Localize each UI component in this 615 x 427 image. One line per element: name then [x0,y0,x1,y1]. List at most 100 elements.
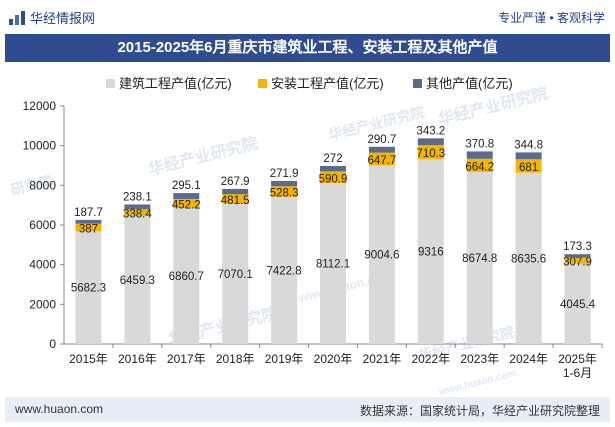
y-tick-label: 8000 [29,178,56,192]
data-label: 344.8 [514,139,543,151]
x-tick-label: 2017年 [167,352,206,366]
data-label: 271.9 [270,168,299,180]
legend-label: 安装工程产值(亿元) [271,76,384,91]
x-tick-label: 2022年 [411,352,450,366]
data-label: 295.1 [172,180,201,192]
bar-segment [173,198,200,208]
data-label: 187.7 [74,207,103,219]
x-tick-label: 2023年 [460,352,499,366]
x-tick-label: 2015年 [69,352,108,366]
top-bar: 华经情报网 专业严谨 • 客观科学 [0,0,615,34]
bar-segment [564,263,591,344]
data-label: 267.9 [221,176,250,188]
footer: www.huaon.com 数据来源：国家统计局，华经产业研究院整理 [5,397,610,422]
bar-segment [124,209,151,216]
bar-segment [271,196,298,344]
bar-segment [75,219,102,224]
y-tick-label: 0 [49,337,56,351]
tagline: 专业严谨 • 客观科学 [498,11,605,25]
data-label: 7070.1 [218,269,253,281]
legend-swatch [413,79,422,88]
bar-segment [222,188,249,195]
y-tick-label: 4000 [29,258,56,272]
x-tick-label: 2019年 [265,352,304,366]
bar-segment [515,159,542,173]
data-label: 9004.6 [364,250,399,262]
bar-segment [320,183,346,344]
bar-segment [515,172,542,344]
bar-segment [271,186,298,197]
y-tick-label: 10000 [23,139,57,153]
data-label: 5682.3 [71,283,106,295]
data-label: 7422.8 [266,265,301,277]
y-tick-label: 6000 [29,218,56,232]
data-label: 664.2 [465,161,494,173]
x-tick-label: 2025年 [558,352,597,366]
bar-segment [320,171,346,184]
data-label: 8674.8 [462,253,497,265]
data-label: 647.7 [368,155,397,167]
y-tick-label: 2000 [29,297,56,311]
data-label: 4045.4 [560,299,596,311]
bar-segment [173,207,200,344]
watermark: 华经产业研究院 [146,133,259,179]
data-label: 590.9 [319,173,348,185]
bar-segment [173,193,200,199]
x-tick-label: 1-6月 [563,366,592,380]
data-label: 528.3 [270,188,299,200]
data-label: 8635.6 [511,253,546,265]
bar-segment [222,194,249,204]
bar-segment [466,158,493,172]
legend-swatch [106,79,115,88]
bar-segment [124,215,151,344]
x-tick-label: 2018年 [216,352,255,366]
bar-segment [417,159,444,344]
data-label: 452.2 [172,199,201,211]
brand: 华经情报网 [8,8,95,27]
bar-segment [466,171,493,344]
bar-segment [271,180,298,187]
data-label: 290.7 [368,134,397,146]
bar-segment [564,257,591,264]
brand-logo-icon [9,10,25,25]
data-label: 6860.7 [169,271,204,283]
legend-swatch [258,79,267,88]
bar-segment [368,165,395,344]
bar-segment [466,151,493,159]
footer-source: 数据来源：国家统计局，华经产业研究院整理 [359,404,600,418]
chart-title: 2015-2025年6月重庆市建筑业工程、安装工程及其他产值 [5,34,610,62]
bar-segment [320,165,346,172]
bar-segment [124,204,151,210]
x-tick-label: 2024年 [509,352,548,366]
legend-label: 其他产值(亿元) [426,76,513,91]
bar-segment [75,231,102,344]
data-label: 481.5 [221,195,250,207]
bar-segment [564,254,591,258]
data-label: 387 [79,223,98,235]
bar-segment [515,152,542,160]
watermark: www.huaon.com [437,368,517,398]
bar-segment [368,146,395,153]
x-tick-label: 2021年 [363,352,402,366]
data-label: 710.3 [416,148,445,160]
footer-url[interactable]: www.huaon.com [15,402,104,416]
data-label: 370.8 [465,138,494,150]
data-label: 238.1 [123,191,152,203]
x-tick-label: 2016年 [118,352,157,366]
data-label: 343.2 [416,125,445,137]
data-label: 272 [323,153,342,165]
data-label: 6459.3 [120,275,155,287]
bar-segment [75,223,102,232]
brand-name: 华经情报网 [30,11,96,26]
bar-segment [417,138,444,146]
data-label: 307.9 [563,257,592,269]
data-label: 173.3 [563,241,592,253]
bar-segment [222,203,249,344]
legend-label: 建筑工程产值(亿元) [119,76,232,91]
data-label: 681 [519,162,538,174]
bar-segment [417,145,444,160]
y-tick-label: 12000 [23,99,57,113]
data-label: 9316 [418,247,444,259]
data-label: 338.4 [123,209,152,221]
